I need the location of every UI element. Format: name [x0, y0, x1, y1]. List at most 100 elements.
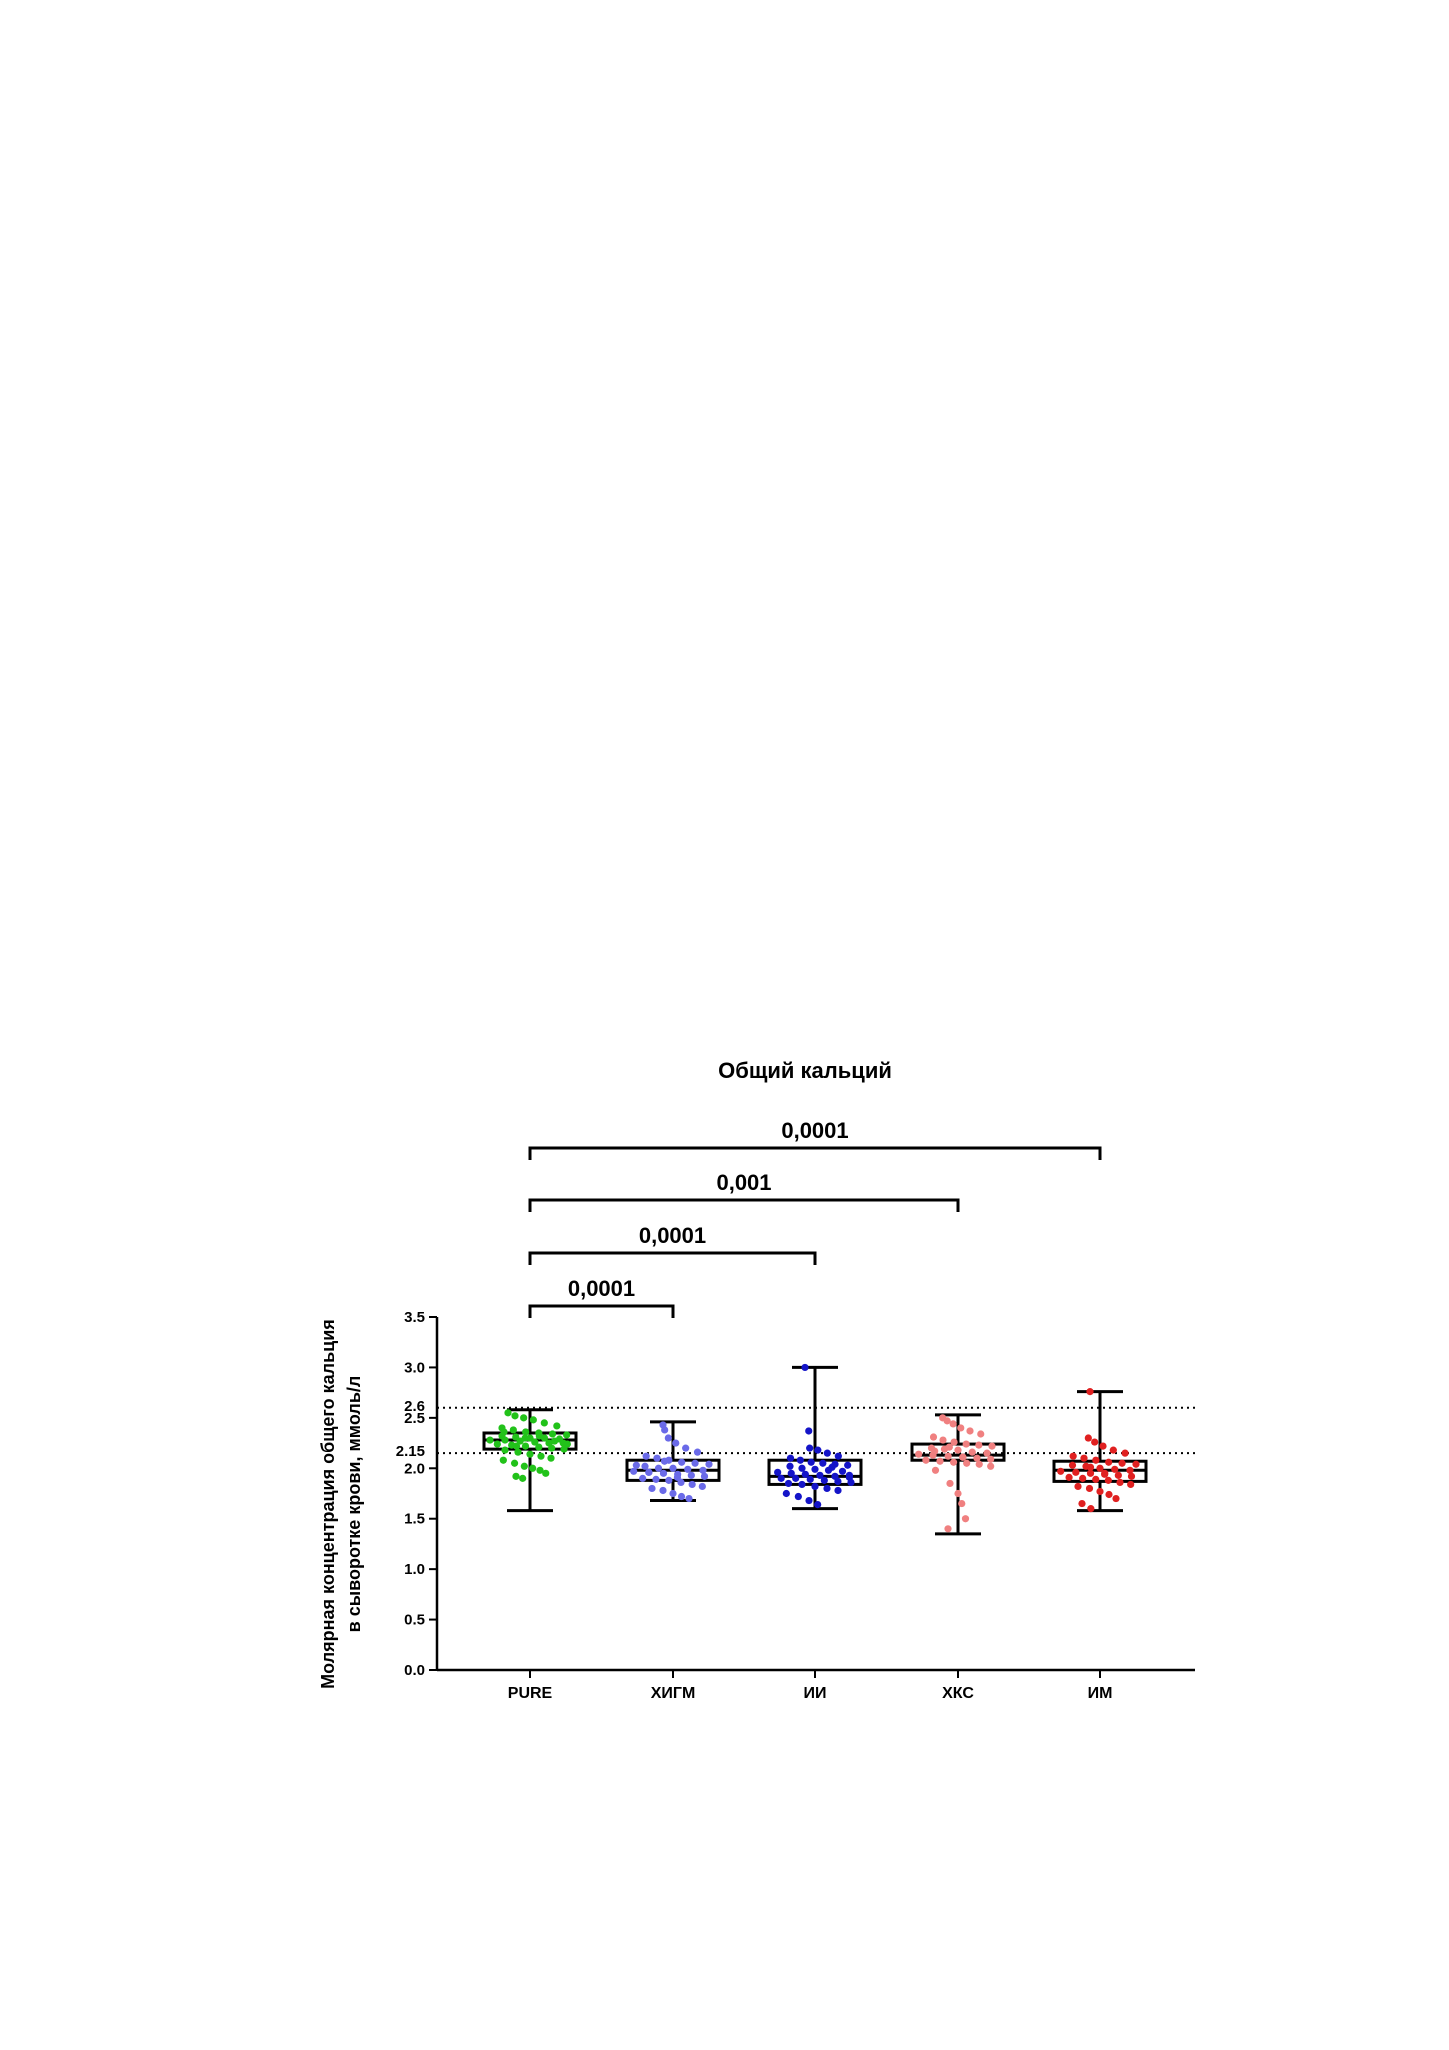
bracket-line	[528, 1198, 960, 1212]
data-point	[1068, 1461, 1077, 1469]
data-point	[514, 1448, 522, 1456]
y-axis-label-line-2: в сыворотке крови, ммоль/л	[344, 1376, 364, 1633]
data-point	[548, 1444, 556, 1452]
box-iqr	[910, 1442, 1006, 1462]
box-2	[625, 1420, 721, 1503]
data-point	[654, 1464, 663, 1472]
data-point	[632, 1461, 640, 1469]
data-point	[700, 1472, 709, 1480]
data-point	[535, 1432, 543, 1440]
axes: 0.0 0.5 1.0 1.5 2.0 2.5 3.0 3.5 PURE ХИГМ ИИ ХКС ИМ	[404, 1309, 1195, 1702]
data-point	[1132, 1460, 1140, 1468]
data-point	[693, 1448, 702, 1456]
data-point	[688, 1480, 696, 1489]
data-point	[645, 1468, 653, 1476]
data-point	[1079, 1474, 1087, 1482]
data-point	[512, 1442, 521, 1450]
data-point	[915, 1450, 923, 1458]
data-point	[987, 1455, 995, 1463]
data-point	[968, 1448, 976, 1456]
data-point	[1087, 1505, 1095, 1513]
data-point	[798, 1480, 806, 1489]
y-tick-label: 0.0	[404, 1662, 425, 1679]
data-point	[814, 1500, 822, 1509]
data-point	[988, 1442, 996, 1450]
data-point	[1114, 1471, 1122, 1479]
data-point	[648, 1484, 656, 1493]
bracket-line	[528, 1251, 817, 1265]
data-point	[529, 1416, 537, 1424]
data-point	[811, 1482, 819, 1491]
data-point	[1101, 1469, 1109, 1477]
data-point	[526, 1450, 534, 1458]
data-point	[550, 1437, 559, 1445]
data-point	[1127, 1472, 1136, 1480]
data-point	[1126, 1466, 1134, 1474]
data-point	[1121, 1449, 1129, 1457]
data-point	[834, 1452, 842, 1460]
data-point	[946, 1479, 954, 1488]
data-point	[806, 1444, 814, 1452]
data-point	[949, 1458, 958, 1466]
data-point	[511, 1412, 519, 1420]
data-point	[811, 1465, 819, 1473]
data-point	[823, 1449, 831, 1457]
x-tick-label: ИМ	[1088, 1685, 1113, 1702]
p-value-label: 0,0001	[568, 1276, 635, 1301]
data-point	[529, 1464, 537, 1472]
data-point	[814, 1446, 822, 1454]
data-point	[963, 1459, 971, 1467]
data-point	[801, 1470, 809, 1478]
data-point	[944, 1452, 952, 1460]
y-tick-label: 3.5	[404, 1309, 425, 1326]
data-points	[486, 1363, 1140, 1533]
data-point	[1105, 1490, 1113, 1499]
y-axis-label-line-1: Молярная концентрация общего кальция	[318, 1319, 338, 1689]
data-point	[661, 1426, 669, 1434]
data-point	[1072, 1468, 1080, 1476]
data-point	[548, 1430, 557, 1438]
data-point	[796, 1456, 804, 1464]
data-point	[537, 1452, 545, 1460]
data-point	[540, 1419, 548, 1427]
data-point	[542, 1469, 550, 1477]
data-point	[805, 1427, 813, 1435]
points-4	[915, 1414, 996, 1533]
data-point	[798, 1464, 806, 1472]
y-tick-label: 1.0	[404, 1561, 425, 1578]
data-point	[786, 1454, 795, 1462]
points-5	[1057, 1388, 1140, 1513]
data-point	[936, 1457, 944, 1465]
data-point	[493, 1440, 501, 1448]
data-point	[820, 1476, 828, 1484]
data-point	[664, 1434, 672, 1442]
data-point	[687, 1471, 695, 1479]
data-point	[659, 1469, 668, 1477]
p-value-label: 0,001	[716, 1170, 771, 1195]
data-point	[959, 1453, 967, 1461]
data-point	[1092, 1475, 1100, 1483]
data-point	[816, 1471, 824, 1479]
data-point	[563, 1431, 571, 1439]
data-point	[962, 1440, 970, 1448]
data-point	[501, 1446, 509, 1454]
x-tick-label: ХКС	[942, 1685, 974, 1702]
data-point	[699, 1466, 707, 1474]
data-point	[828, 1463, 836, 1471]
data-point	[535, 1443, 543, 1451]
data-point	[705, 1460, 713, 1468]
x-tick-label: ХИГМ	[651, 1685, 696, 1702]
data-point	[509, 1426, 517, 1434]
p-value-label: 0,0001	[781, 1118, 848, 1143]
data-point	[977, 1430, 985, 1438]
data-point	[931, 1466, 940, 1474]
data-point	[961, 1515, 970, 1523]
data-point	[777, 1474, 785, 1482]
data-point	[642, 1452, 650, 1460]
significance-bracket: 0,0001	[528, 1223, 817, 1265]
data-point	[1057, 1467, 1065, 1475]
data-point	[983, 1449, 991, 1457]
data-point	[929, 1433, 938, 1441]
data-point	[954, 1446, 962, 1454]
chart-title: Общий кальций	[718, 1058, 892, 1083]
